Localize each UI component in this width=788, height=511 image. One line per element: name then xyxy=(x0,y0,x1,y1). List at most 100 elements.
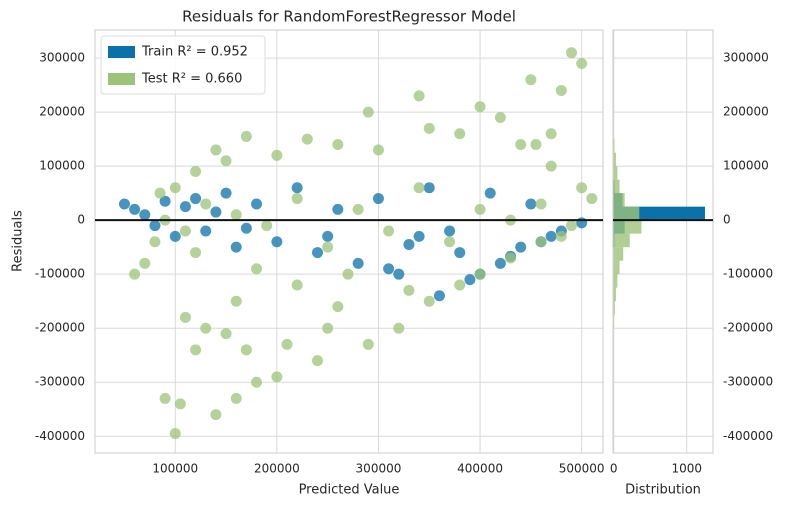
point xyxy=(221,328,232,339)
point xyxy=(393,323,404,334)
point xyxy=(241,131,252,142)
point xyxy=(353,204,364,215)
y-tick-label: 100000 xyxy=(39,159,85,173)
point xyxy=(536,236,547,247)
point xyxy=(302,134,313,145)
point xyxy=(495,258,506,269)
point xyxy=(393,269,404,280)
point xyxy=(383,263,394,274)
y-tick-label: -100000 xyxy=(35,267,85,281)
x-tick-label: 300000 xyxy=(356,462,402,476)
point xyxy=(475,269,486,280)
hist-bar xyxy=(614,288,616,302)
y-tick-label: 300000 xyxy=(723,51,769,65)
legend-label: Test R² = 0.660 xyxy=(141,72,242,87)
hist-bar xyxy=(614,166,618,180)
y-tick-label: -200000 xyxy=(35,321,85,335)
point xyxy=(403,285,414,296)
point xyxy=(373,144,384,155)
point xyxy=(190,247,201,258)
point xyxy=(515,242,526,253)
y-tick-label: -400000 xyxy=(35,429,85,443)
point xyxy=(515,139,526,150)
point xyxy=(566,220,577,231)
point xyxy=(586,193,597,204)
point xyxy=(251,263,262,274)
hist-bar xyxy=(614,207,640,221)
point xyxy=(403,239,414,250)
y-tick-label: -400000 xyxy=(723,429,773,443)
point xyxy=(231,242,242,253)
point xyxy=(241,344,252,355)
legend-swatch xyxy=(108,46,135,58)
point xyxy=(505,252,516,263)
point xyxy=(414,182,425,193)
point xyxy=(332,139,343,150)
point xyxy=(292,279,303,290)
point xyxy=(525,74,536,85)
point xyxy=(530,139,541,150)
point xyxy=(363,339,374,350)
point xyxy=(424,182,435,193)
chart-title: Residuals for RandomForestRegressor Mode… xyxy=(182,8,516,26)
point xyxy=(454,247,465,258)
hist-x-label: Distribution xyxy=(625,483,701,498)
point xyxy=(454,128,465,139)
point xyxy=(536,198,547,209)
legend-swatch xyxy=(108,73,135,85)
point xyxy=(200,225,211,236)
point xyxy=(139,209,150,220)
point xyxy=(139,258,150,269)
point xyxy=(129,204,140,215)
point xyxy=(424,123,435,134)
point xyxy=(525,198,536,209)
point xyxy=(271,371,282,382)
point xyxy=(414,90,425,101)
point xyxy=(576,182,587,193)
point xyxy=(190,344,201,355)
point xyxy=(155,188,166,199)
hist-bar xyxy=(614,220,642,234)
point xyxy=(261,220,272,231)
point xyxy=(149,220,160,231)
point xyxy=(312,355,323,366)
hist-bar xyxy=(614,247,623,261)
point xyxy=(129,269,140,280)
legend-label: Train R² = 0.952 xyxy=(141,45,248,60)
hist-bar xyxy=(614,261,620,275)
point xyxy=(221,155,232,166)
y-tick-label: 100000 xyxy=(723,159,769,173)
point xyxy=(322,323,333,334)
x-tick-label: 0 xyxy=(610,462,618,476)
x-tick-label: 500000 xyxy=(559,462,605,476)
y-tick-label: 300000 xyxy=(39,51,85,65)
y-tick-label: -300000 xyxy=(723,375,773,389)
x-tick-label: 400000 xyxy=(457,462,503,476)
point xyxy=(180,201,191,212)
hist-bar xyxy=(614,234,630,248)
point xyxy=(414,231,425,242)
hist-bar xyxy=(614,139,615,153)
point xyxy=(546,161,557,172)
point xyxy=(200,198,211,209)
point xyxy=(170,182,181,193)
hist-bar xyxy=(614,180,620,194)
y-tick-label: -100000 xyxy=(723,267,773,281)
point xyxy=(160,393,171,404)
point xyxy=(546,231,557,242)
point xyxy=(119,198,130,209)
point xyxy=(495,112,506,123)
x-tick-label: 1000 xyxy=(671,462,702,476)
point xyxy=(190,193,201,204)
point xyxy=(210,207,221,218)
point xyxy=(556,231,567,242)
hist-bar xyxy=(614,274,618,288)
point xyxy=(241,223,252,234)
point xyxy=(546,128,557,139)
point xyxy=(556,85,567,96)
point xyxy=(485,188,496,199)
point xyxy=(221,188,232,199)
point xyxy=(332,301,343,312)
point xyxy=(363,107,374,118)
